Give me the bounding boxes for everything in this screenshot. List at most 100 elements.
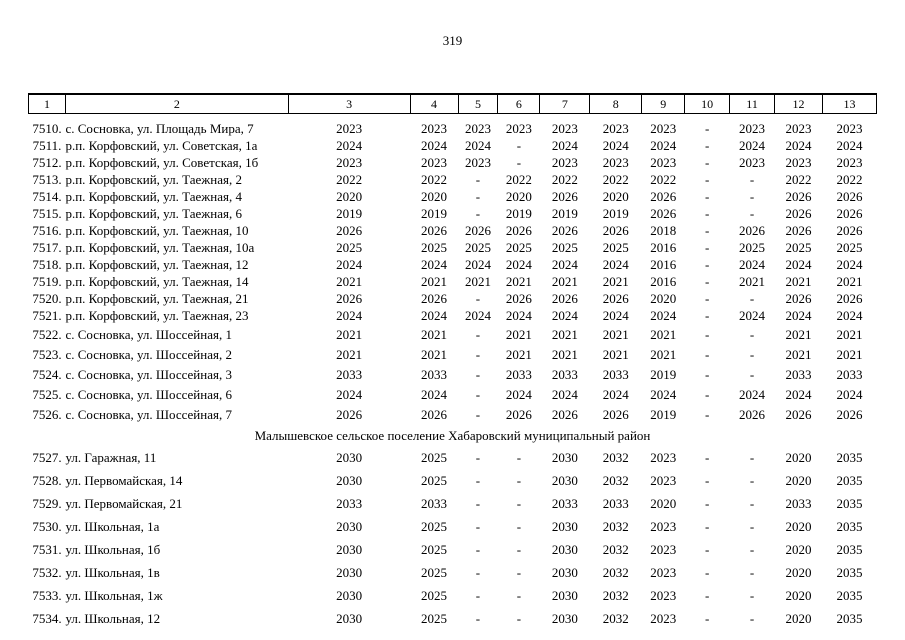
year-cell: 2032 bbox=[602, 542, 629, 557]
year-cell: 2025 bbox=[602, 240, 629, 255]
year-cell: 2023 bbox=[551, 121, 578, 136]
column-header: 10 bbox=[684, 93, 731, 114]
year-cell: 2024 bbox=[464, 138, 491, 153]
year-cell: 2035 bbox=[836, 496, 863, 511]
year-cell: - bbox=[749, 473, 755, 488]
address-cell: р.п. Корфовский, ул. Таежная, 10а bbox=[65, 240, 255, 255]
year-cell: 2024 bbox=[602, 386, 629, 402]
row-number-cell: 7522. bbox=[32, 326, 62, 342]
year-cell: 2032 bbox=[602, 519, 629, 534]
year-cell: - bbox=[704, 386, 710, 402]
year-cell: 2021 bbox=[505, 274, 532, 289]
year-cell: 2024 bbox=[739, 257, 766, 272]
year-cell: 2021 bbox=[650, 326, 677, 342]
section-title: Малышевское сельское поселение Хабаровск… bbox=[254, 427, 651, 443]
year-cell: 2016 bbox=[650, 274, 677, 289]
year-cell: 2026 bbox=[336, 223, 363, 238]
year-cell: 2024 bbox=[650, 308, 677, 323]
row-number-cell: 7528. bbox=[32, 473, 62, 488]
year-cell: 2021 bbox=[551, 346, 578, 362]
year-cell: 2021 bbox=[785, 274, 812, 289]
year-cell: 2025 bbox=[421, 473, 448, 488]
year-cell: - bbox=[704, 588, 710, 603]
year-cell: 2033 bbox=[336, 496, 363, 511]
address-cell: р.п. Корфовский, ул. Таежная, 12 bbox=[65, 257, 249, 272]
year-cell: 2024 bbox=[336, 308, 363, 323]
table-row: 7520. р.п. Корфовский, ул. Таежная, 21 202… bbox=[29, 290, 877, 307]
column-header: 3 bbox=[287, 93, 411, 114]
table-row: 7516. р.п. Корфовский, ул. Таежная, 10 202… bbox=[29, 222, 877, 239]
year-cell: 2026 bbox=[551, 291, 578, 306]
year-cell: 2024 bbox=[421, 138, 448, 153]
year-cell: 2026 bbox=[836, 291, 863, 306]
address-cell: с. Сосновка, ул. Шоссейная, 6 bbox=[65, 386, 232, 402]
year-cell: 2030 bbox=[336, 611, 363, 626]
year-cell: 2033 bbox=[785, 366, 812, 382]
year-cell: 2030 bbox=[551, 450, 578, 465]
year-cell: 2033 bbox=[551, 366, 578, 382]
year-cell: 2020 bbox=[785, 611, 812, 626]
year-cell: 2020 bbox=[785, 542, 812, 557]
year-cell: 2023 bbox=[336, 155, 363, 170]
year-cell: 2021 bbox=[602, 274, 629, 289]
year-cell: 2024 bbox=[650, 138, 677, 153]
table-row: 7511. р.п. Корфовский, ул. Советская, 1а 2… bbox=[29, 137, 877, 154]
year-cell: - bbox=[704, 155, 710, 170]
year-cell: - bbox=[516, 588, 522, 603]
year-cell: 2035 bbox=[836, 450, 863, 465]
year-cell: 2022 bbox=[785, 172, 812, 187]
row-number-cell: 7524. bbox=[32, 366, 62, 382]
address-cell: р.п. Корфовский, ул. Советская, 1б bbox=[65, 155, 259, 170]
row-number-cell: 7527. bbox=[32, 450, 62, 465]
column-header: 1 bbox=[28, 93, 66, 114]
year-cell: - bbox=[704, 611, 710, 626]
row-number-cell: 7531. bbox=[32, 542, 62, 557]
year-cell: - bbox=[475, 565, 481, 580]
year-cell: 2024 bbox=[464, 308, 491, 323]
year-cell: - bbox=[516, 155, 522, 170]
address-cell: с. Сосновка, ул. Шоссейная, 2 bbox=[65, 346, 232, 362]
year-cell: 2022 bbox=[505, 172, 532, 187]
year-cell: 2023 bbox=[421, 155, 448, 170]
year-cell: 2023 bbox=[650, 611, 677, 626]
address-cell: р.п. Корфовский, ул. Таежная, 23 bbox=[65, 308, 249, 323]
schedule-table: 1 2 3 4 5 6 7 8 9 10 11 12 13 7510. с. Сосновка, ул. … bbox=[28, 93, 878, 630]
year-cell: - bbox=[749, 588, 755, 603]
table-row: 7531. ул. Школьная, 1б 2030 2025 - - 2030 2032 2… bbox=[29, 538, 877, 561]
year-cell: 2035 bbox=[836, 588, 863, 603]
page-number: 319 bbox=[442, 33, 463, 48]
year-cell: 2024 bbox=[836, 386, 863, 402]
address-cell: р.п. Корфовский, ул. Таежная, 2 bbox=[65, 172, 242, 187]
year-cell: - bbox=[475, 366, 481, 382]
year-cell: - bbox=[704, 565, 710, 580]
year-cell: - bbox=[475, 588, 481, 603]
address-cell: ул. Школьная, 12 bbox=[65, 611, 161, 626]
year-cell: 2024 bbox=[836, 257, 863, 272]
year-cell: 2032 bbox=[602, 565, 629, 580]
year-cell: 2026 bbox=[421, 406, 448, 422]
row-number-cell: 7526. bbox=[32, 406, 62, 422]
column-header: 13 bbox=[821, 93, 878, 114]
year-cell: 2024 bbox=[785, 308, 812, 323]
address-cell: р.п. Корфовский, ул. Таежная, 21 bbox=[65, 291, 249, 306]
year-cell: 2024 bbox=[739, 138, 766, 153]
year-cell: - bbox=[749, 565, 755, 580]
year-cell: 2026 bbox=[785, 223, 812, 238]
year-cell: - bbox=[516, 542, 522, 557]
table-row: 7522. с. Сосновка, ул. Шоссейная, 1 2021 20… bbox=[29, 324, 877, 344]
year-cell: 2023 bbox=[739, 155, 766, 170]
row-number-cell: 7518. bbox=[32, 257, 62, 272]
year-cell: - bbox=[475, 473, 481, 488]
year-cell: 2025 bbox=[505, 240, 532, 255]
year-cell: 2021 bbox=[336, 274, 363, 289]
year-cell: 2030 bbox=[551, 519, 578, 534]
year-cell: 2021 bbox=[421, 274, 448, 289]
address-cell: с. Сосновка, ул. Шоссейная, 7 bbox=[65, 406, 232, 422]
year-cell: 2024 bbox=[739, 308, 766, 323]
table-row: 7515. р.п. Корфовский, ул. Таежная, 6 2019… bbox=[29, 205, 877, 222]
row-number-cell: 7520. bbox=[32, 291, 62, 306]
year-cell: 2021 bbox=[551, 326, 578, 342]
year-cell: 2023 bbox=[650, 473, 677, 488]
year-cell: 2026 bbox=[551, 223, 578, 238]
column-header: 8 bbox=[589, 93, 643, 114]
